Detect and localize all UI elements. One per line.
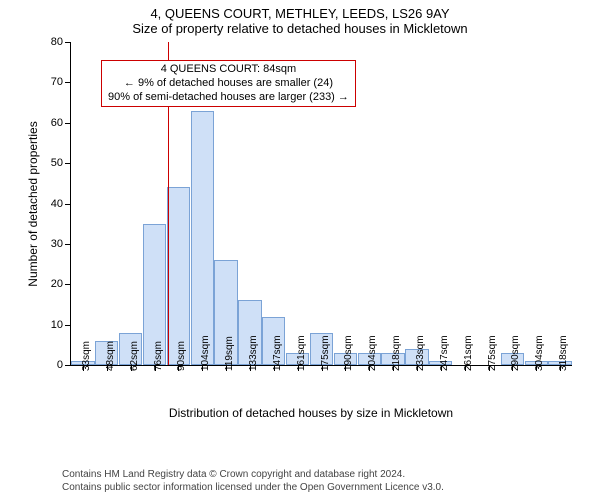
x-tick-label: 233sqm bbox=[415, 335, 426, 371]
x-tick-label: 33sqm bbox=[81, 341, 92, 371]
x-tick-label: 318sqm bbox=[558, 335, 569, 371]
y-tick bbox=[65, 82, 71, 83]
title-line-2: Size of property relative to detached ho… bbox=[0, 21, 600, 36]
x-tick-label: 290sqm bbox=[510, 335, 521, 371]
y-tick-label: 40 bbox=[51, 198, 63, 210]
x-axis-label: Distribution of detached houses by size … bbox=[169, 406, 453, 420]
y-tick-label: 20 bbox=[51, 278, 63, 290]
y-axis-label: Number of detached properties bbox=[26, 121, 40, 286]
x-tick-label: 218sqm bbox=[391, 335, 402, 371]
y-tick bbox=[65, 204, 71, 205]
annotation-line-1: 4 QUEENS COURT: 84sqm bbox=[108, 63, 349, 77]
x-tick-label: 190sqm bbox=[343, 335, 354, 371]
y-tick bbox=[65, 163, 71, 164]
y-tick bbox=[65, 325, 71, 326]
x-tick-label: 304sqm bbox=[534, 335, 545, 371]
x-tick-label: 104sqm bbox=[200, 335, 211, 371]
y-tick bbox=[65, 284, 71, 285]
x-tick-label: 275sqm bbox=[487, 335, 498, 371]
y-tick bbox=[65, 123, 71, 124]
y-tick-label: 60 bbox=[51, 117, 63, 129]
x-tick-label: 133sqm bbox=[248, 335, 259, 371]
annotation-box: 4 QUEENS COURT: 84sqm ← 9% of detached h… bbox=[101, 60, 356, 107]
x-tick-label: 175sqm bbox=[320, 335, 331, 371]
x-tick-label: 119sqm bbox=[224, 336, 235, 371]
title-line-1: 4, QUEENS COURT, METHLEY, LEEDS, LS26 9A… bbox=[0, 6, 600, 21]
x-tick-label: 161sqm bbox=[296, 335, 307, 371]
y-tick-label: 0 bbox=[57, 359, 63, 371]
plot-area: Number of detached properties 4 QUEENS C… bbox=[70, 42, 572, 366]
title-block: 4, QUEENS COURT, METHLEY, LEEDS, LS26 9A… bbox=[0, 0, 600, 36]
x-tick-label: 90sqm bbox=[176, 341, 187, 371]
x-tick-label: 261sqm bbox=[463, 335, 474, 371]
y-tick-label: 30 bbox=[51, 238, 63, 250]
x-tick-label: 48sqm bbox=[105, 341, 116, 371]
y-tick bbox=[65, 244, 71, 245]
x-tick-label: 247sqm bbox=[439, 335, 450, 371]
x-tick-label: 76sqm bbox=[153, 341, 164, 371]
y-tick-label: 70 bbox=[51, 76, 63, 88]
x-tick-label: 204sqm bbox=[367, 335, 378, 371]
y-tick bbox=[65, 365, 71, 366]
annotation-line-2: ← 9% of detached houses are smaller (24) bbox=[108, 77, 349, 91]
y-tick-label: 80 bbox=[51, 36, 63, 48]
chart: Number of detached properties 4 QUEENS C… bbox=[42, 42, 580, 422]
footer-line-1: Contains HM Land Registry data © Crown c… bbox=[62, 469, 444, 482]
x-tick-label: 147sqm bbox=[272, 335, 283, 371]
y-tick-label: 50 bbox=[51, 157, 63, 169]
annotation-line-3: 90% of semi-detached houses are larger (… bbox=[108, 91, 349, 105]
x-tick-label: 62sqm bbox=[129, 341, 140, 371]
y-tick-label: 10 bbox=[51, 319, 63, 331]
footer: Contains HM Land Registry data © Crown c… bbox=[62, 469, 444, 494]
bar bbox=[191, 111, 214, 365]
y-tick bbox=[65, 42, 71, 43]
footer-line-2: Contains public sector information licen… bbox=[62, 482, 444, 495]
bar bbox=[167, 187, 190, 365]
